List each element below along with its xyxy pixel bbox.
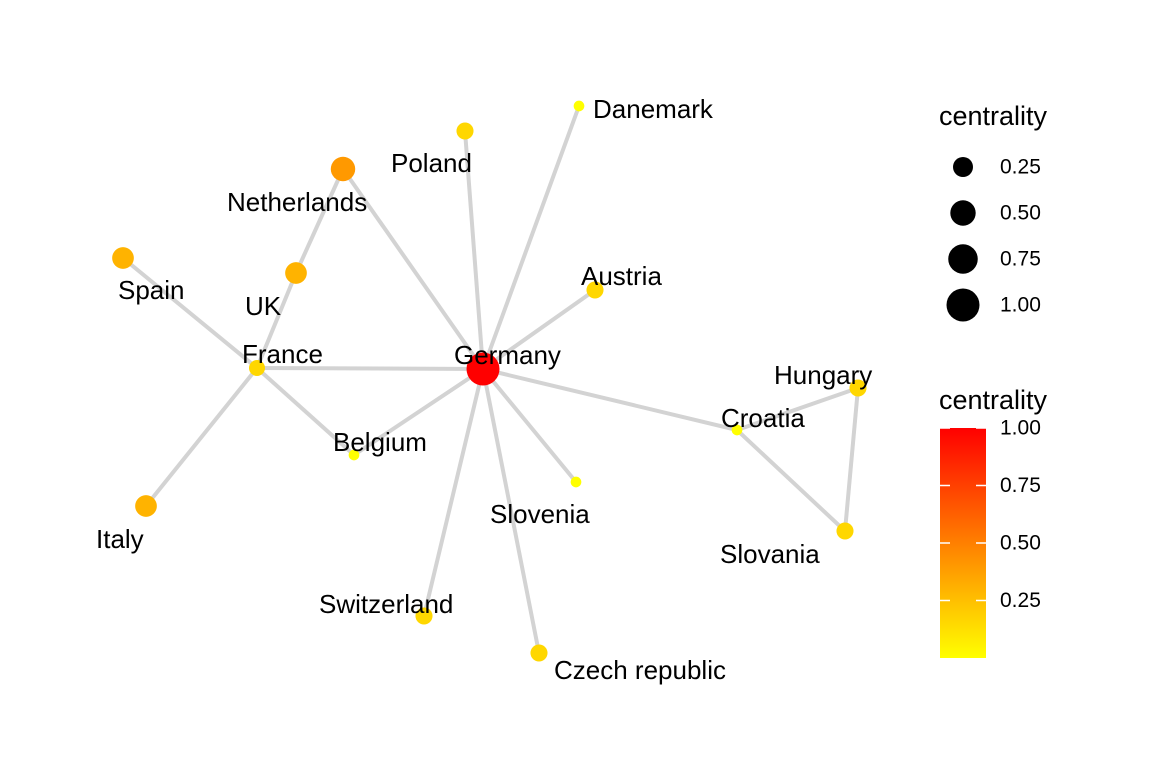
node-netherlands [330,156,356,182]
node-label-netherlands: Netherlands [227,187,367,217]
color-legend-label: 0.25 [1000,589,1041,612]
node-label-italy: Italy [96,524,144,554]
node-czech-republic [530,644,548,662]
edge-uk-netherlands [294,167,345,275]
edge-germany-czech-republic [481,367,541,655]
node-label-danemark: Danemark [593,94,714,124]
node-label-austria: Austria [581,261,662,291]
edge-france-italy [144,366,259,508]
size-legend-label: 0.50 [1000,202,1041,225]
node-switzerland [415,607,433,625]
color-legend-label: 0.50 [1000,532,1041,555]
size-legend: centrality 0.25 0.50 0.75 1.00 [939,101,1048,322]
label-layer: Germany France Netherlands Poland Danemark Sp… [96,94,872,685]
edge-france-belgium [255,366,356,457]
node-label-switzerland: Switzerland [319,589,453,619]
node-uk [285,262,307,284]
color-legend-title: centrality [939,385,1048,415]
node-label-uk: UK [245,291,282,321]
node-label-czech-republic: Czech republic [554,655,726,685]
node-label-belgium: Belgium [333,427,427,457]
color-legend: centrality 0.25 0.50 0.75 1.00 [939,385,1048,658]
node-slovania [836,522,854,540]
color-legend-label: 1.00 [1000,417,1041,440]
node-label-germany: Germany [454,340,561,370]
node-belgium [348,449,360,461]
node-label-hungary: Hungary [774,360,872,390]
edge-germany-belgium [352,367,485,457]
size-legend-label: 1.00 [1000,294,1041,317]
edge-germany-netherlands [341,167,485,371]
edge-france-uk [255,271,298,370]
node-label-slovania: Slovania [720,539,820,569]
node-label-spain: Spain [118,275,185,305]
node-layer [112,100,867,662]
node-austria [586,281,604,299]
size-legend-label: 0.25 [1000,156,1041,179]
edge-croatia-slovania [735,428,847,533]
edge-croatia-hungary [735,386,860,432]
node-italy [135,495,157,517]
node-hungary [849,379,867,397]
edge-germany-austria [481,288,597,371]
color-legend-label: 0.75 [1000,474,1041,497]
node-spain [112,247,134,269]
node-croatia [731,424,743,436]
edge-germany-switzerland [422,367,485,618]
node-label-poland: Poland [391,148,472,178]
node-poland [456,122,474,140]
node-germany [466,352,500,386]
edge-france-spain [121,256,259,370]
node-danemark [573,100,585,112]
edge-layer [121,104,860,655]
node-label-france: France [242,339,323,369]
node-label-slovenia: Slovenia [490,499,590,529]
size-legend-title: centrality [939,101,1048,131]
edge-germany-croatia [481,367,739,432]
node-slovenia [570,476,582,488]
edge-germany-slovenia [481,367,578,484]
size-legend-key [946,288,980,322]
size-legend-key [948,244,978,274]
edge-germany-poland [463,129,485,371]
node-label-croatia: Croatia [721,403,805,433]
edge-germany-danemark [481,104,581,371]
edge-germany-france [255,366,485,371]
size-legend-key [950,200,976,226]
node-france [248,359,266,377]
size-legend-label: 0.75 [1000,248,1041,271]
edge-hungary-slovania [843,386,860,533]
size-legend-key [953,157,973,177]
